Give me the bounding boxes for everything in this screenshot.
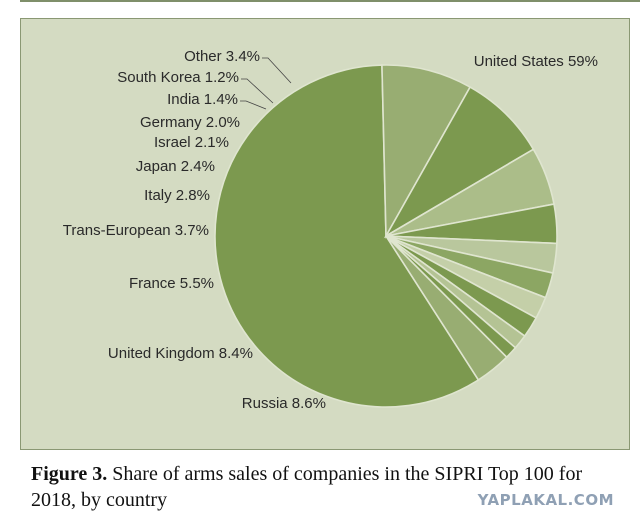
pie-slices [214, 64, 558, 408]
leader-line-other [262, 57, 292, 84]
slice-label-israel: Israel 2.1% [154, 134, 229, 151]
leader-line-south-korea [241, 78, 274, 104]
slice-label-russia: Russia 8.6% [242, 395, 326, 412]
leader-line-india [240, 100, 267, 110]
slice-label-france: France 5.5% [129, 275, 214, 292]
pie-slice-other [385, 235, 508, 381]
pie-chart: United States 59% Russia 8.6% United Kingd… [63, 48, 598, 412]
watermark: YAPLAKAL.COM [477, 491, 614, 509]
slice-label-united-states: United States 59% [474, 53, 598, 70]
slice-label-germany: Germany 2.0% [140, 114, 240, 131]
slice-label-italy: Italy 2.8% [144, 187, 210, 204]
slice-label-united-kingdom: United Kingdom 8.4% [108, 345, 253, 362]
top-rule [20, 0, 640, 2]
slice-label-japan: Japan 2.4% [136, 158, 215, 175]
pie-slice-united-states [214, 64, 480, 408]
slice-label-south-korea: South Korea 1.2% [117, 69, 239, 86]
figure-label: Figure 3. [31, 463, 108, 485]
figure-caption: Figure 3. Share of arms sales of compani… [31, 461, 591, 513]
pie-slice-united-kingdom [383, 85, 535, 239]
slice-label-trans-european: Trans-European 3.7% [63, 222, 209, 239]
slice-label-india: India 1.4% [167, 91, 238, 108]
slice-label-other: Other 3.4% [184, 48, 260, 65]
caption-text: Share of arms sales of companies in the … [31, 463, 583, 511]
pie-slice-russia [381, 64, 472, 239]
